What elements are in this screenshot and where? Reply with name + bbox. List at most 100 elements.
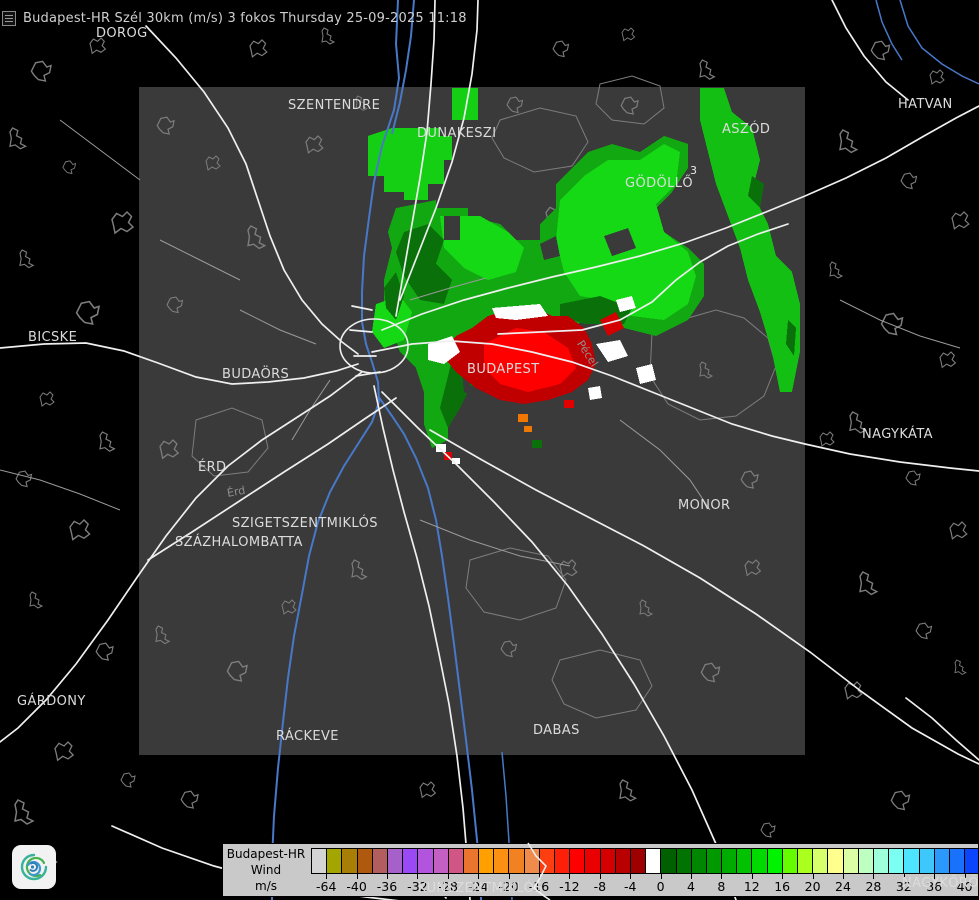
colorbar-cell (342, 849, 358, 873)
tick-mark (630, 874, 632, 879)
tick-label: -40 (346, 879, 367, 894)
radar-echo-white (428, 296, 656, 464)
legend-product: Budapest-HR (226, 847, 306, 861)
colorbar-cell (965, 849, 978, 873)
colorbar-cell (798, 849, 814, 873)
colorbar-cell (889, 849, 905, 873)
radar-coverage-area (139, 87, 805, 755)
radar-echoes-green (368, 88, 800, 448)
colorbar-cell (448, 849, 464, 873)
colorbar-cell (873, 849, 890, 873)
colorbar-cell (372, 849, 388, 873)
wind-legend: Budapest-HR Wind m/s -64 -40 -36 -32 -28 -24-… (222, 843, 979, 897)
colorbar-cell (813, 849, 829, 873)
tick-label: -24 (467, 879, 489, 894)
tick-label: -12 (559, 879, 580, 894)
colorbar-cell (752, 849, 768, 873)
colorbar-cell (904, 849, 920, 873)
colorbar-cell (676, 849, 692, 873)
tick-label: -20 (498, 879, 519, 894)
colorbar-cell (463, 849, 480, 873)
tick-label: -4 (623, 879, 637, 894)
wind-colorbar (311, 848, 978, 874)
legend-unit: m/s (255, 879, 277, 893)
layers-icon (2, 11, 16, 26)
tick-mark (721, 874, 723, 879)
colorbar-cell (387, 849, 404, 873)
colorbar-cell (524, 849, 540, 873)
colorbar-cell (494, 849, 510, 873)
tick-label: 4 (687, 879, 695, 894)
tick-mark (751, 874, 753, 879)
tick-mark (387, 874, 388, 879)
tick-mark (508, 874, 510, 879)
colorbar-cell (691, 849, 707, 873)
tick-mark (356, 874, 358, 879)
tick-label: -8 (593, 879, 607, 894)
colorbar-cell (828, 849, 844, 873)
colorbar-cell (934, 849, 950, 873)
colorbar-cell (615, 849, 631, 873)
colorbar-cell (403, 849, 419, 873)
colorbar-cell (782, 849, 798, 873)
tick-label: -36 (376, 879, 398, 894)
tick-mark (934, 874, 936, 879)
tick-mark (660, 874, 662, 879)
colorbar-cell (737, 849, 753, 873)
titlebar: Budapest-HR Szél 30km (m/s) 3 fokos Thur… (2, 11, 467, 26)
tick-mark (569, 874, 571, 879)
legend-title: Budapest-HR Wind m/s (223, 846, 309, 894)
colorbar-cell (706, 849, 723, 873)
colorbar-cell (509, 849, 525, 873)
tick-mark (873, 874, 875, 879)
tick-label: 32 (895, 879, 912, 894)
tick-mark (599, 874, 601, 879)
colorbar-cell (555, 849, 571, 873)
tick-label: 12 (743, 879, 760, 894)
tick-label: -32 (407, 879, 428, 894)
colorbar-cell (539, 849, 555, 873)
colorbar-cell (722, 849, 738, 873)
tick-label: 20 (804, 879, 821, 894)
tick-mark (326, 874, 328, 879)
tick-mark (903, 874, 905, 879)
tick-mark (843, 874, 844, 879)
colorbar-cell (585, 849, 601, 873)
met-logo[interactable] (12, 845, 56, 889)
colorbar-cell (600, 849, 616, 873)
tick-label: -28 (437, 879, 459, 894)
tick-label: 16 (774, 879, 791, 894)
colorbar-cell (858, 849, 874, 873)
tick-label: 0 (656, 879, 665, 894)
colorbar-cell (661, 849, 677, 873)
colorbar-cell (630, 849, 647, 873)
minor-roads (0, 119, 961, 567)
colorbar-cell (357, 849, 373, 873)
tick-label: 24 (835, 879, 851, 894)
colorbar-cell (327, 849, 343, 873)
tick-label: 40 (956, 879, 973, 894)
tick-mark (782, 874, 784, 879)
legend-quantity: Wind (250, 863, 282, 877)
tick-mark (447, 874, 449, 879)
tick-mark (478, 874, 480, 879)
tick-mark (964, 874, 966, 879)
tick-label: 36 (926, 879, 943, 894)
colorbar-cell (312, 849, 328, 873)
colorbar-cell (767, 849, 783, 873)
tick-mark (417, 874, 419, 879)
colorbar-cell (418, 849, 434, 873)
colorbar-cell (843, 849, 859, 873)
settlement-boundaries (9, 27, 970, 868)
colorbar-cell (433, 849, 449, 873)
colorbar-cell (646, 849, 662, 873)
tick-label: 28 (865, 879, 882, 894)
tick-label: -64 (315, 879, 337, 894)
colorbar-cell (919, 849, 935, 873)
tick-mark (812, 874, 814, 879)
tick-mark (691, 874, 692, 879)
colorbar-cell (949, 849, 966, 873)
